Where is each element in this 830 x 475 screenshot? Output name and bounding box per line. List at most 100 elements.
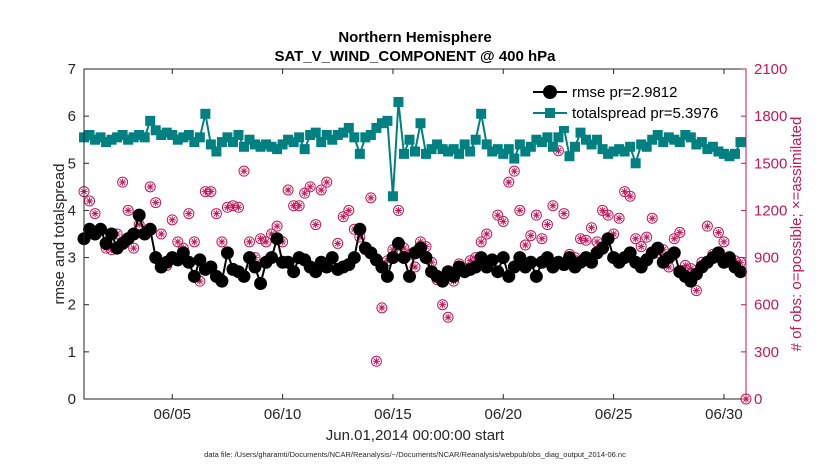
rmse-point [281,255,295,269]
totalspread-point [481,139,492,150]
totalspread-point [266,141,277,152]
totalspread-point [520,146,531,157]
totalspread-point [702,144,713,155]
rmse-point [325,251,339,265]
obs-point [541,219,553,231]
rmse-point [562,251,576,265]
y-right-tick-label: 2100 [754,61,787,78]
rmse-point [485,253,499,267]
obs-point [188,236,200,248]
rmse-point [447,269,461,283]
obs-point [365,192,377,204]
totalspread-point [106,134,117,145]
totalspread-point [674,137,685,148]
totalspread-point [724,151,735,162]
rmse-point [176,246,190,260]
y-right-tick-label: 1500 [754,155,787,172]
rmse-point [529,269,543,283]
totalspread-point [283,134,294,145]
totalspread-point [134,130,145,140]
obs-point [282,184,294,196]
totalspread-point [305,130,316,140]
totalspread-point [729,148,740,159]
rmse-series [77,208,747,290]
rmse-point [347,251,361,265]
rmse-point [204,260,218,274]
totalspread-point [310,127,321,138]
totalspread-point [178,132,189,143]
rmse-point [237,269,251,283]
totalspread-point [658,137,669,148]
totalspread-point [360,132,371,143]
totalspread-point [470,134,481,145]
legend-rmse-marker [543,85,557,99]
totalspread-point [608,146,619,157]
obs-point [635,241,647,253]
rmse-point [287,265,301,279]
obs-point [668,233,680,245]
totalspread-point [713,146,724,157]
totalspread-point [288,137,299,148]
data-file-footer: data file: /Users/gharamti/Documents/NCA… [204,450,626,459]
totalspread-point [476,108,487,119]
y-right-tick-label: 900 [754,250,779,267]
rmse-point [623,246,637,260]
totalspread-point [735,137,746,148]
y-left-axis-label: rmse and totalspread [51,164,68,305]
totalspread-point [636,139,647,150]
rmse-point [397,251,411,265]
totalspread-point [321,130,332,140]
rmse-point [254,277,268,290]
obs-point [586,222,598,234]
totalspread-point [558,122,569,133]
obs-point [641,231,653,243]
totalspread-point [294,132,305,143]
totalspread-point [432,139,443,150]
obs-point [117,176,129,188]
totalspread-point [261,139,272,150]
y-right-axis-ticks: 0 300 600 900 1200 1500 1800 2100 [741,61,787,408]
y-right-tick-label: 0 [754,391,762,408]
rmse-point [667,246,681,260]
totalspread-point [525,141,536,152]
totalspread-point [189,137,200,148]
totalspread-point [277,139,288,150]
totalspread-point [128,132,139,143]
rmse-point [265,251,279,265]
rmse-point [380,269,394,283]
obs-point [271,220,283,232]
obs-point [216,236,228,248]
obs-point [144,181,156,193]
totalspread-point [685,132,696,143]
totalspread-point [338,127,349,138]
totalspread-point [200,108,211,119]
rmse-point [270,232,284,246]
totalspread-point [410,146,420,157]
totalspread-point [498,148,509,159]
y-left-tick-label: 3 [68,250,76,267]
totalspread-point [211,146,222,157]
totalspread-point [536,137,547,148]
rmse-point [507,260,521,274]
totalspread-point [95,132,106,143]
x-axis-label: Jun.01,2014 00:00:00 start [326,427,505,444]
rmse-point [391,236,405,250]
obs-point [304,181,316,193]
totalspread-point [443,146,454,157]
totalspread-point [112,132,123,143]
totalspread-point [625,141,636,152]
totalspread-point [222,132,233,143]
totalspread-point [205,139,216,150]
obs-point [310,219,322,231]
obs-point [646,212,658,224]
x-tick-label: 06/20 [484,406,522,423]
obs-point [690,285,702,297]
rmse-point [187,269,201,283]
totalspread-point [84,130,95,140]
rmse-point [540,251,554,265]
obs-point [701,220,713,232]
totalspread-point [387,191,398,202]
obs-point [244,236,255,248]
totalspread-point [564,151,575,162]
